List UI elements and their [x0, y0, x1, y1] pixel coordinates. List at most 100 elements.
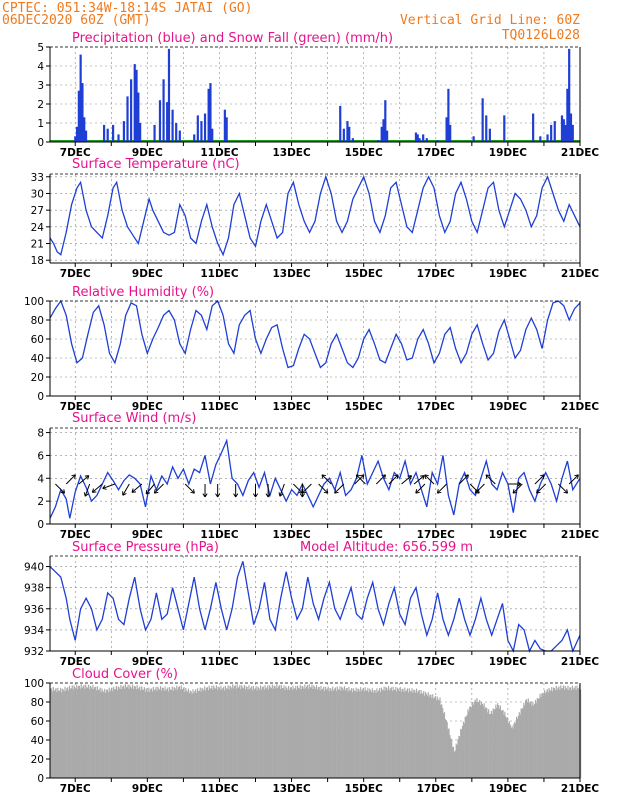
- precip-bar: [75, 126, 79, 142]
- cloud-bar: [95, 690, 98, 778]
- cloud-bar: [277, 687, 279, 778]
- cloud-bar: [165, 690, 167, 778]
- cloud-bar: [158, 688, 160, 778]
- cloud-bar: [132, 689, 135, 778]
- cloud-bar: [518, 712, 520, 778]
- cloud-bar: [104, 692, 107, 778]
- wind-vector-head: [215, 493, 221, 498]
- y-tick-label: 5: [37, 42, 44, 54]
- cloud-bar: [434, 695, 437, 778]
- cloud-bar: [113, 686, 115, 778]
- cloud-bar: [283, 685, 285, 778]
- wind-vector-head: [464, 474, 469, 479]
- cloud-bar: [227, 685, 229, 778]
- cloud-bar: [275, 688, 277, 778]
- cloud-bar: [474, 699, 476, 778]
- cloud-bar: [50, 688, 53, 778]
- precip-bar: [488, 128, 491, 142]
- cloud-bar: [315, 685, 318, 778]
- x-tick-label: 17DEC: [417, 529, 456, 541]
- wind-vector: [65, 474, 76, 485]
- cloud-bar: [166, 688, 168, 778]
- y-tick-label: 0: [37, 391, 44, 403]
- cloud-bar: [125, 687, 127, 778]
- wind-vector: [534, 474, 545, 485]
- wind-vector: [334, 483, 345, 494]
- cloud-bar: [112, 691, 114, 778]
- cloud-bar: [268, 689, 270, 778]
- cloud-bar: [152, 686, 154, 778]
- cloud-bar: [72, 689, 74, 778]
- x-tick-label: 7DEC: [60, 401, 91, 413]
- cloud-bar: [208, 685, 210, 778]
- cloud-bar: [207, 690, 209, 778]
- panel-title-wind: Surface Wind (m/s): [72, 411, 196, 426]
- cloud-bar: [563, 689, 565, 778]
- wind-vector-head: [536, 489, 541, 494]
- cloud-bar: [406, 690, 408, 778]
- cloud-bar: [480, 701, 483, 778]
- cloud-bar: [510, 727, 512, 778]
- cloud-bar: [490, 710, 492, 778]
- cloud-bar: [114, 689, 117, 778]
- wind-vector: [401, 475, 412, 485]
- cloud-bar: [429, 694, 431, 778]
- cloud-bar: [485, 707, 487, 778]
- cloud-bar: [561, 688, 563, 778]
- cloud-bar: [399, 687, 401, 778]
- cloud-bar: [274, 685, 276, 778]
- cloud-bar: [526, 702, 529, 778]
- cloud-bar: [183, 687, 185, 778]
- cloud-bar: [113, 689, 116, 778]
- cloud-bar: [571, 685, 574, 778]
- x-tick-label: 19DEC: [489, 529, 528, 541]
- x-tick-label: 19DEC: [489, 147, 528, 159]
- cloud-bar: [367, 687, 369, 778]
- cloud-bar: [247, 689, 249, 778]
- cloud-bar: [226, 688, 228, 778]
- x-tick-label: 11DEC: [200, 268, 239, 280]
- precip-bar: [380, 126, 383, 142]
- cloud-bar: [266, 687, 268, 778]
- wind-vector: [131, 483, 143, 493]
- precip-bar: [117, 134, 120, 142]
- cloud-bar: [354, 691, 356, 778]
- x-tick-label: 17DEC: [417, 268, 456, 280]
- y-tick-label: 24: [31, 222, 45, 234]
- cloud-bar: [157, 686, 159, 778]
- cloud-bar: [512, 728, 514, 778]
- cloud-bar: [514, 721, 516, 778]
- x-tick-label: 11DEC: [200, 401, 239, 413]
- y-tick-label: 938: [24, 583, 44, 595]
- cloud-bar: [456, 744, 458, 778]
- cloud-bar: [331, 691, 333, 778]
- cloud-bar: [149, 691, 151, 778]
- wind-vector: [184, 483, 195, 494]
- cloud-bar: [502, 710, 504, 778]
- wind-vector-head: [301, 489, 307, 494]
- cloud-bar: [553, 688, 556, 778]
- cloud-bar: [423, 690, 425, 778]
- cloud-bar: [516, 718, 519, 778]
- cloud-bar: [90, 686, 92, 778]
- cloud-bar: [123, 685, 125, 778]
- cloud-bar: [305, 688, 307, 778]
- panel-rh: Relative Humidity (%) 0 20 40 60 80 100 7DEC 9DE…: [24, 285, 599, 413]
- wind-vector: [122, 483, 130, 496]
- cloud-bar: [86, 687, 89, 778]
- cloud-bar: [459, 736, 461, 778]
- cloud-bar: [205, 687, 208, 778]
- precip-bar: [449, 124, 452, 142]
- cloud-bar: [314, 687, 316, 778]
- cloud-bar: [442, 708, 444, 778]
- cloud-bar: [300, 689, 302, 778]
- cloud-bar: [217, 686, 219, 778]
- cloud-bar: [74, 687, 76, 778]
- cloud-bar: [296, 689, 298, 778]
- cloud-bar: [318, 686, 320, 778]
- cloud-bar: [250, 687, 252, 778]
- wind-vector: [568, 474, 579, 485]
- y-tick-label: 18: [31, 255, 44, 267]
- cloud-bar: [251, 686, 253, 778]
- precip-bar: [569, 113, 573, 142]
